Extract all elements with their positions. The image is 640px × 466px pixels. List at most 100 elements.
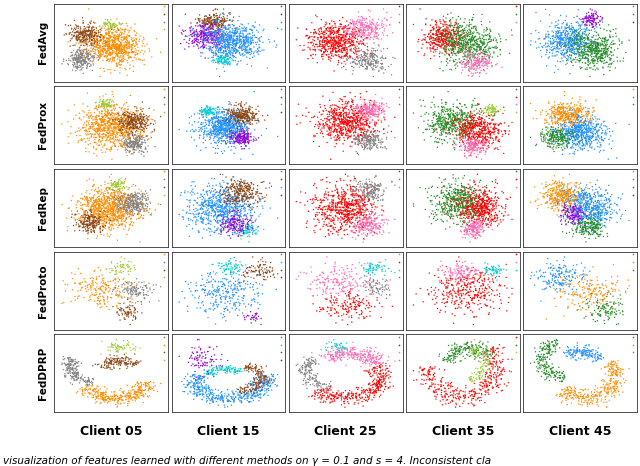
Point bbox=[367, 134, 377, 141]
Point bbox=[328, 110, 338, 117]
Point bbox=[237, 193, 248, 200]
Point bbox=[573, 135, 583, 142]
Point bbox=[227, 215, 237, 222]
Point bbox=[226, 122, 236, 129]
Point bbox=[600, 384, 611, 391]
Point bbox=[70, 211, 80, 219]
Point bbox=[374, 212, 384, 219]
Point bbox=[236, 124, 246, 131]
Point bbox=[86, 53, 97, 61]
Point bbox=[227, 44, 237, 51]
Point bbox=[438, 382, 449, 389]
Point bbox=[413, 38, 423, 46]
Point bbox=[458, 40, 468, 47]
Point bbox=[196, 210, 207, 217]
Point bbox=[88, 176, 99, 184]
Point bbox=[123, 111, 133, 119]
Point bbox=[480, 270, 490, 277]
Point bbox=[467, 116, 477, 124]
Point bbox=[344, 304, 354, 311]
Point bbox=[360, 134, 370, 141]
Point bbox=[546, 40, 556, 48]
Point bbox=[468, 350, 479, 357]
Point bbox=[334, 53, 344, 60]
Point bbox=[330, 132, 340, 139]
Point bbox=[221, 125, 231, 133]
Point bbox=[120, 198, 131, 206]
Point bbox=[308, 375, 319, 383]
Point bbox=[479, 207, 489, 214]
Point bbox=[260, 372, 270, 380]
Point bbox=[227, 364, 237, 372]
Point bbox=[116, 304, 126, 312]
Point bbox=[486, 208, 496, 215]
Point bbox=[116, 195, 126, 202]
Point bbox=[135, 213, 145, 220]
Point bbox=[483, 348, 493, 355]
Point bbox=[303, 32, 313, 40]
Point bbox=[448, 37, 458, 45]
Point bbox=[370, 140, 380, 148]
Point bbox=[79, 48, 89, 56]
Point bbox=[477, 55, 487, 63]
Point bbox=[589, 53, 599, 61]
Point bbox=[556, 136, 566, 143]
Point bbox=[554, 130, 564, 138]
Point bbox=[337, 210, 347, 217]
Point bbox=[362, 102, 372, 110]
Point bbox=[93, 202, 104, 210]
Point bbox=[215, 40, 225, 47]
Point bbox=[212, 28, 222, 36]
Point bbox=[207, 24, 218, 32]
Point bbox=[595, 216, 605, 223]
Point bbox=[214, 211, 224, 219]
Point bbox=[205, 278, 215, 286]
Point bbox=[561, 267, 572, 275]
Point bbox=[109, 193, 119, 201]
Point bbox=[230, 226, 241, 233]
Point bbox=[207, 39, 218, 47]
Point bbox=[346, 314, 356, 321]
Point bbox=[371, 359, 381, 366]
Point bbox=[118, 49, 129, 56]
Point bbox=[355, 108, 365, 116]
Point bbox=[99, 201, 109, 209]
Point bbox=[463, 143, 474, 151]
Point bbox=[471, 193, 481, 200]
Point bbox=[87, 27, 97, 35]
Point bbox=[365, 13, 375, 21]
Point bbox=[229, 132, 239, 140]
Point bbox=[226, 124, 236, 131]
Point bbox=[228, 222, 238, 229]
Point bbox=[125, 200, 135, 208]
Point bbox=[460, 172, 470, 179]
Point bbox=[84, 214, 94, 221]
Point bbox=[238, 124, 248, 131]
Point bbox=[454, 131, 465, 138]
Point bbox=[570, 127, 580, 135]
Point bbox=[569, 41, 579, 49]
Point bbox=[472, 219, 483, 227]
Point bbox=[425, 35, 435, 43]
Point bbox=[62, 369, 72, 377]
Point bbox=[436, 107, 447, 114]
Point bbox=[239, 292, 249, 300]
Point bbox=[350, 48, 360, 55]
Point bbox=[479, 183, 490, 190]
Point bbox=[138, 191, 148, 199]
Point bbox=[121, 117, 131, 124]
Point bbox=[241, 265, 252, 272]
Point bbox=[554, 264, 564, 271]
Point bbox=[598, 209, 608, 216]
Point bbox=[570, 37, 580, 45]
Point bbox=[216, 108, 227, 115]
Point bbox=[122, 41, 132, 48]
Point bbox=[584, 21, 595, 29]
Point bbox=[593, 305, 604, 312]
Point bbox=[88, 385, 99, 393]
Point bbox=[70, 54, 80, 62]
Point bbox=[99, 204, 109, 212]
Point bbox=[577, 126, 588, 134]
Point bbox=[548, 137, 559, 144]
Point bbox=[214, 196, 224, 204]
